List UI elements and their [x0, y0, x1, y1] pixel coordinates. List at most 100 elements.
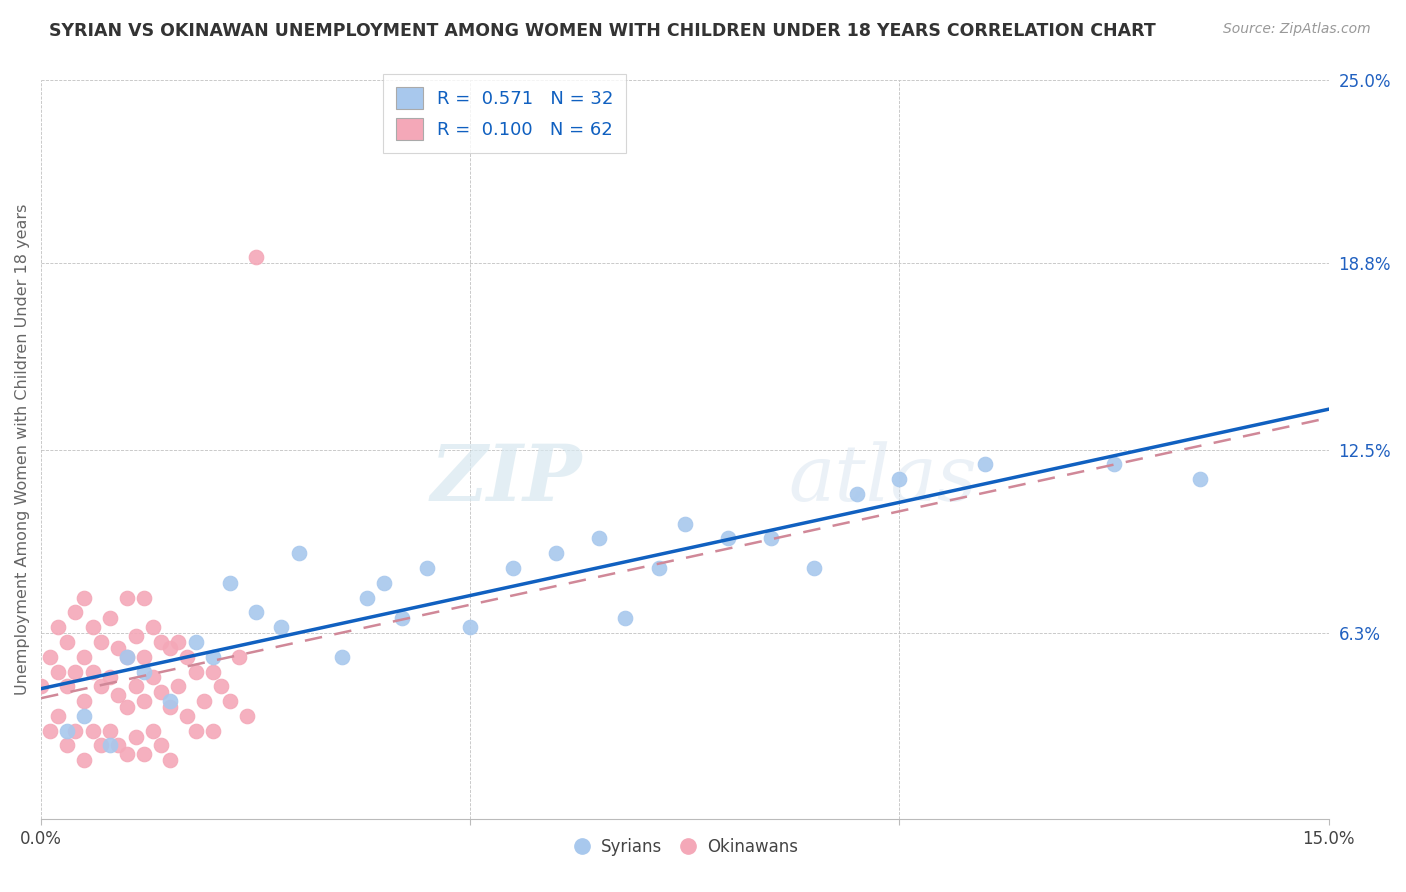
Point — [132, 591, 155, 605]
Point — [46, 709, 69, 723]
Point — [167, 679, 190, 693]
Point — [115, 747, 138, 762]
Point — [56, 739, 79, 753]
Point — [1188, 472, 1211, 486]
Point — [245, 251, 267, 265]
Point — [98, 739, 121, 753]
Point — [373, 575, 395, 590]
Point — [236, 709, 259, 723]
Point — [889, 472, 911, 486]
Point — [330, 649, 353, 664]
Point — [56, 635, 79, 649]
Point — [167, 635, 190, 649]
Point — [56, 679, 79, 693]
Point — [270, 620, 292, 634]
Point — [132, 649, 155, 664]
Point — [150, 635, 173, 649]
Text: ZIP: ZIP — [430, 441, 582, 517]
Point — [73, 753, 96, 767]
Point — [107, 640, 129, 655]
Point — [73, 591, 96, 605]
Text: atlas: atlas — [787, 442, 977, 517]
Point — [159, 753, 181, 767]
Point — [124, 629, 146, 643]
Point — [142, 670, 165, 684]
Point — [974, 458, 997, 472]
Point — [391, 611, 413, 625]
Point — [82, 665, 104, 679]
Point — [115, 591, 138, 605]
Point — [98, 670, 121, 684]
Point — [65, 665, 87, 679]
Point — [150, 739, 173, 753]
Text: SYRIAN VS OKINAWAN UNEMPLOYMENT AMONG WOMEN WITH CHILDREN UNDER 18 YEARS CORRELA: SYRIAN VS OKINAWAN UNEMPLOYMENT AMONG WO… — [49, 22, 1156, 40]
Point — [416, 561, 439, 575]
Point — [38, 723, 60, 738]
Point — [107, 688, 129, 702]
Point — [201, 723, 224, 738]
Point — [546, 546, 568, 560]
Point — [245, 606, 267, 620]
Point — [82, 723, 104, 738]
Point — [124, 679, 146, 693]
Point — [46, 620, 69, 634]
Point — [142, 620, 165, 634]
Point — [115, 649, 138, 664]
Point — [82, 620, 104, 634]
Point — [107, 739, 129, 753]
Point — [356, 591, 378, 605]
Point — [648, 561, 671, 575]
Point — [56, 723, 79, 738]
Point — [124, 730, 146, 744]
Point — [184, 723, 207, 738]
Point — [73, 694, 96, 708]
Point — [176, 709, 198, 723]
Point — [184, 665, 207, 679]
Point — [142, 723, 165, 738]
Point — [201, 649, 224, 664]
Point — [73, 709, 96, 723]
Text: Source: ZipAtlas.com: Source: ZipAtlas.com — [1223, 22, 1371, 37]
Point — [150, 685, 173, 699]
Legend: Syrians, Okinawans: Syrians, Okinawans — [565, 831, 804, 863]
Point — [613, 611, 636, 625]
Point — [159, 694, 181, 708]
Point — [30, 679, 52, 693]
Point — [159, 640, 181, 655]
Point — [98, 611, 121, 625]
Point — [1102, 458, 1125, 472]
Point — [588, 532, 610, 546]
Point — [65, 606, 87, 620]
Point — [132, 747, 155, 762]
Point — [201, 665, 224, 679]
Point — [115, 649, 138, 664]
Point — [228, 649, 250, 664]
Point — [132, 665, 155, 679]
Point — [209, 679, 232, 693]
Point — [458, 620, 481, 634]
Point — [219, 694, 242, 708]
Point — [193, 694, 215, 708]
Point — [845, 487, 868, 501]
Point — [65, 723, 87, 738]
Point — [803, 561, 825, 575]
Point — [38, 649, 60, 664]
Point — [502, 561, 524, 575]
Point — [176, 649, 198, 664]
Point — [115, 700, 138, 714]
Point — [184, 635, 207, 649]
Point — [73, 649, 96, 664]
Point — [90, 739, 112, 753]
Point — [90, 679, 112, 693]
Point — [46, 665, 69, 679]
Point — [717, 532, 740, 546]
Point — [287, 546, 309, 560]
Point — [759, 532, 782, 546]
Point — [219, 575, 242, 590]
Point — [90, 635, 112, 649]
Y-axis label: Unemployment Among Women with Children Under 18 years: Unemployment Among Women with Children U… — [15, 204, 30, 696]
Point — [132, 694, 155, 708]
Point — [98, 723, 121, 738]
Point — [159, 700, 181, 714]
Point — [673, 516, 696, 531]
